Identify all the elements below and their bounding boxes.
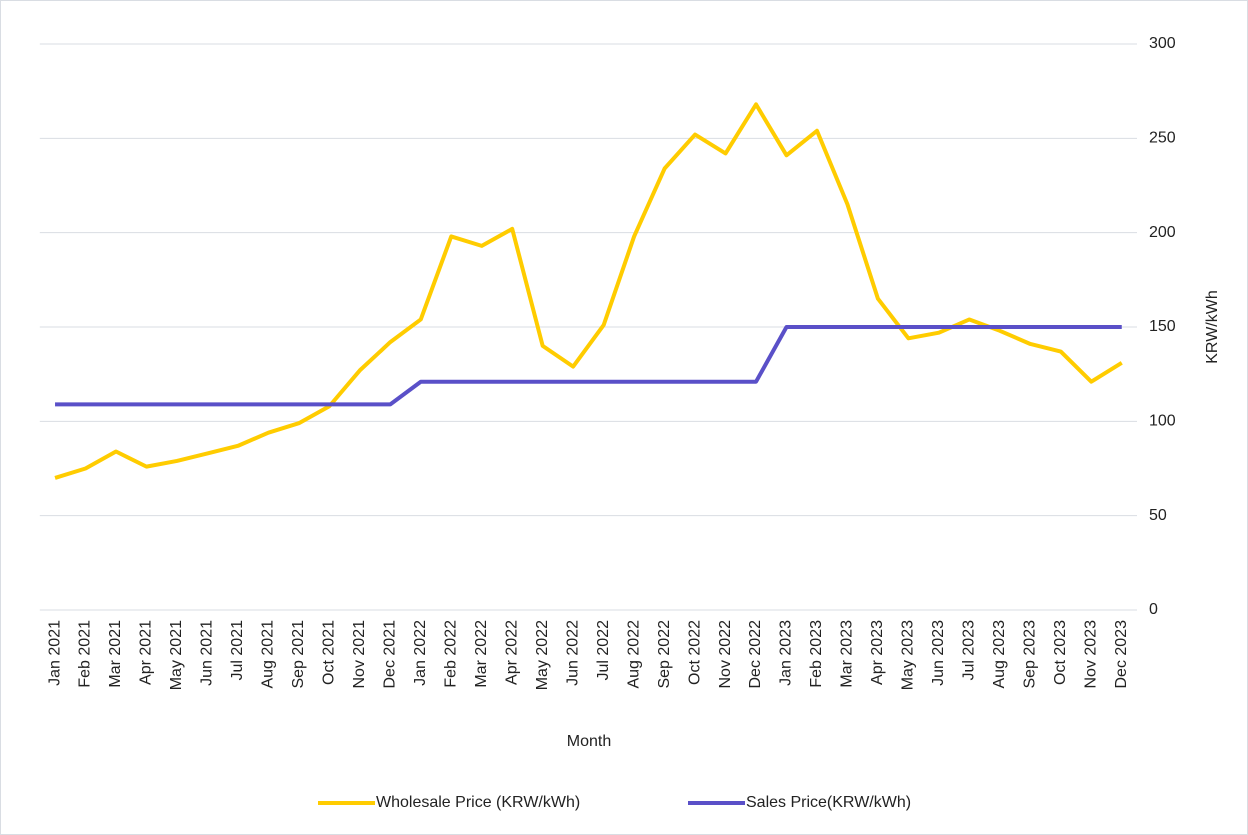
x-tick-label: Nov 2023 <box>1083 620 1100 689</box>
x-tick-label: Jan 2021 <box>46 620 63 686</box>
x-tick-label: May 2021 <box>168 620 185 690</box>
y-tick-label: 200 <box>1149 224 1176 241</box>
x-tick-label: Feb 2022 <box>442 620 459 688</box>
y-tick-label: 150 <box>1149 318 1176 335</box>
x-tick-label: Feb 2023 <box>808 620 825 688</box>
y-tick-label: 0 <box>1149 601 1158 618</box>
x-tick-label: Oct 2023 <box>1052 620 1069 685</box>
x-tick-label: Sep 2022 <box>656 620 673 689</box>
legend-label: Sales Price(KRW/kWh) <box>746 794 911 811</box>
x-tick-label: Nov 2021 <box>351 620 368 689</box>
x-tick-label: Jul 2023 <box>961 620 978 681</box>
x-tick-label: Jan 2022 <box>412 620 429 686</box>
x-tick-label: Mar 2022 <box>473 620 490 688</box>
x-axis-title: Month <box>567 733 611 750</box>
x-tick-label: Aug 2021 <box>260 620 277 689</box>
series-line <box>54 102 1123 480</box>
x-tick-label: Apr 2021 <box>138 620 155 685</box>
x-tick-label: Jan 2023 <box>778 620 795 686</box>
y-axis-title: KRW/kWh <box>1204 290 1221 363</box>
x-tick-label: May 2023 <box>900 620 917 690</box>
x-tick-label: Mar 2021 <box>107 620 124 688</box>
x-tick-label: Sep 2021 <box>290 620 307 689</box>
x-tick-label: May 2022 <box>534 620 551 690</box>
x-tick-label: Feb 2021 <box>77 620 94 688</box>
x-tick-label: Jun 2023 <box>930 620 947 686</box>
series-line <box>55 325 1122 407</box>
y-tick-label: 250 <box>1149 130 1176 147</box>
x-tick-label: Apr 2022 <box>503 620 520 685</box>
x-tick-label: Oct 2021 <box>321 620 338 685</box>
x-tick-label: Nov 2022 <box>717 620 734 689</box>
x-tick-label: Jun 2022 <box>564 620 581 686</box>
x-tick-label: Jul 2021 <box>229 620 246 681</box>
x-tick-label: Dec 2023 <box>1113 620 1130 689</box>
y-tick-label: 50 <box>1149 507 1167 524</box>
x-tick-label: Aug 2022 <box>625 620 642 689</box>
x-tick-label: Jun 2021 <box>199 620 216 686</box>
x-tick-label: Oct 2022 <box>686 620 703 685</box>
x-tick-label: Dec 2022 <box>747 620 764 689</box>
x-tick-label: Dec 2021 <box>382 620 399 689</box>
legend-label: Wholesale Price (KRW/kWh) <box>376 794 580 811</box>
y-tick-label: 100 <box>1149 413 1176 430</box>
x-tick-label: Apr 2023 <box>869 620 886 685</box>
x-tick-label: Jul 2022 <box>595 620 612 681</box>
x-tick-label: Mar 2023 <box>839 620 856 688</box>
x-tick-label: Aug 2023 <box>991 620 1008 689</box>
y-tick-label: 300 <box>1149 35 1176 52</box>
x-tick-label: Sep 2023 <box>1022 620 1039 689</box>
